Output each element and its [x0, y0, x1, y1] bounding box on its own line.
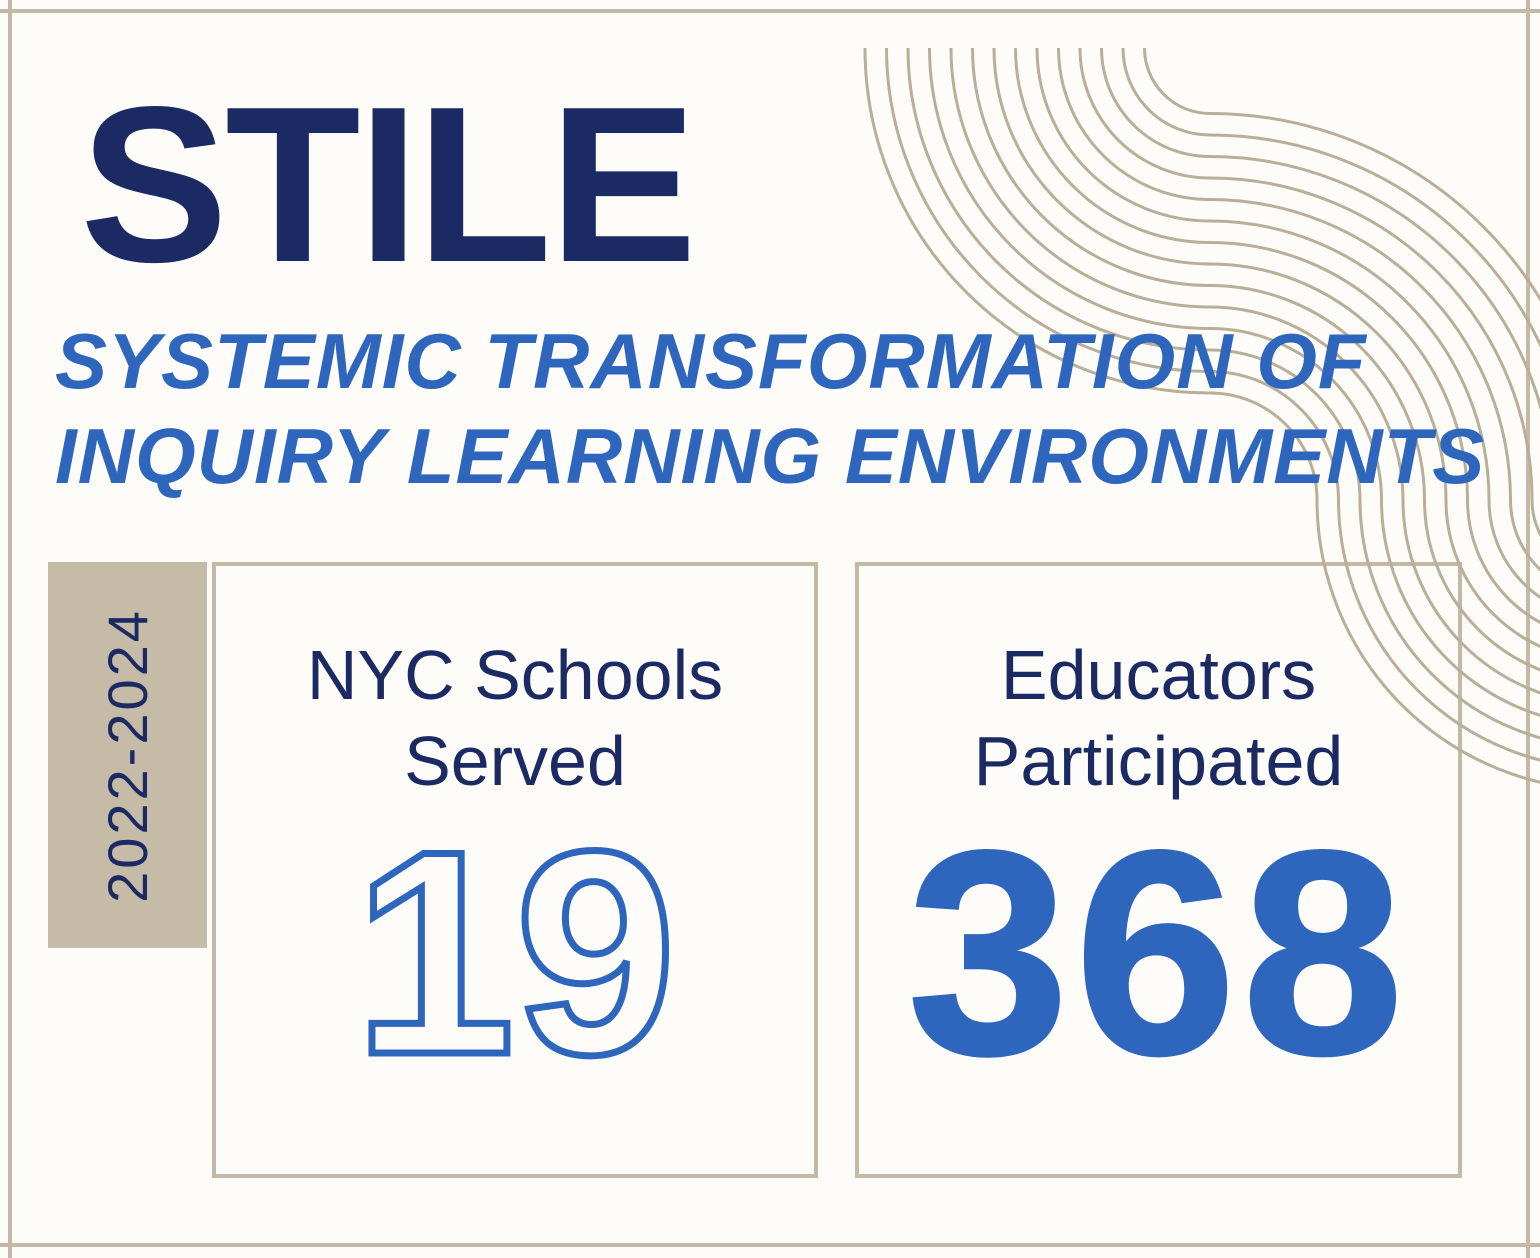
stat-card-schools: NYC Schools Served 19 — [212, 562, 818, 1178]
stat-label-educators: Educators Participated — [859, 632, 1458, 804]
subtitle-line-2: INQUIRY LEARNING ENVIRONMENTS — [55, 412, 1486, 500]
frame-line-top — [0, 9, 1540, 13]
frame-line-right — [1526, 0, 1530, 1258]
stat-card-educators: Educators Participated 368 — [855, 562, 1462, 1178]
stat-label-schools-line-2: Served — [404, 722, 626, 800]
stat-value-schools: 19 — [350, 791, 680, 1115]
frame-line-left — [8, 0, 12, 1258]
stat-value-educators: 368 — [906, 791, 1410, 1115]
stat-label-schools: NYC Schools Served — [216, 632, 814, 804]
stat-label-schools-line-1: NYC Schools — [306, 636, 724, 714]
frame-line-bottom — [0, 1243, 1540, 1247]
subtitle-line-1: SYSTEMIC TRANSFORMATION OF — [55, 317, 1367, 405]
stat-label-educators-line-1: Educators — [1000, 636, 1317, 714]
program-title: STILE — [80, 61, 697, 309]
period-badge: 2022-2024 — [48, 562, 207, 948]
program-subtitle: SYSTEMIC TRANSFORMATION OF INQUIRY LEARN… — [55, 314, 1485, 504]
period-badge-label: 2022-2024 — [96, 607, 159, 903]
